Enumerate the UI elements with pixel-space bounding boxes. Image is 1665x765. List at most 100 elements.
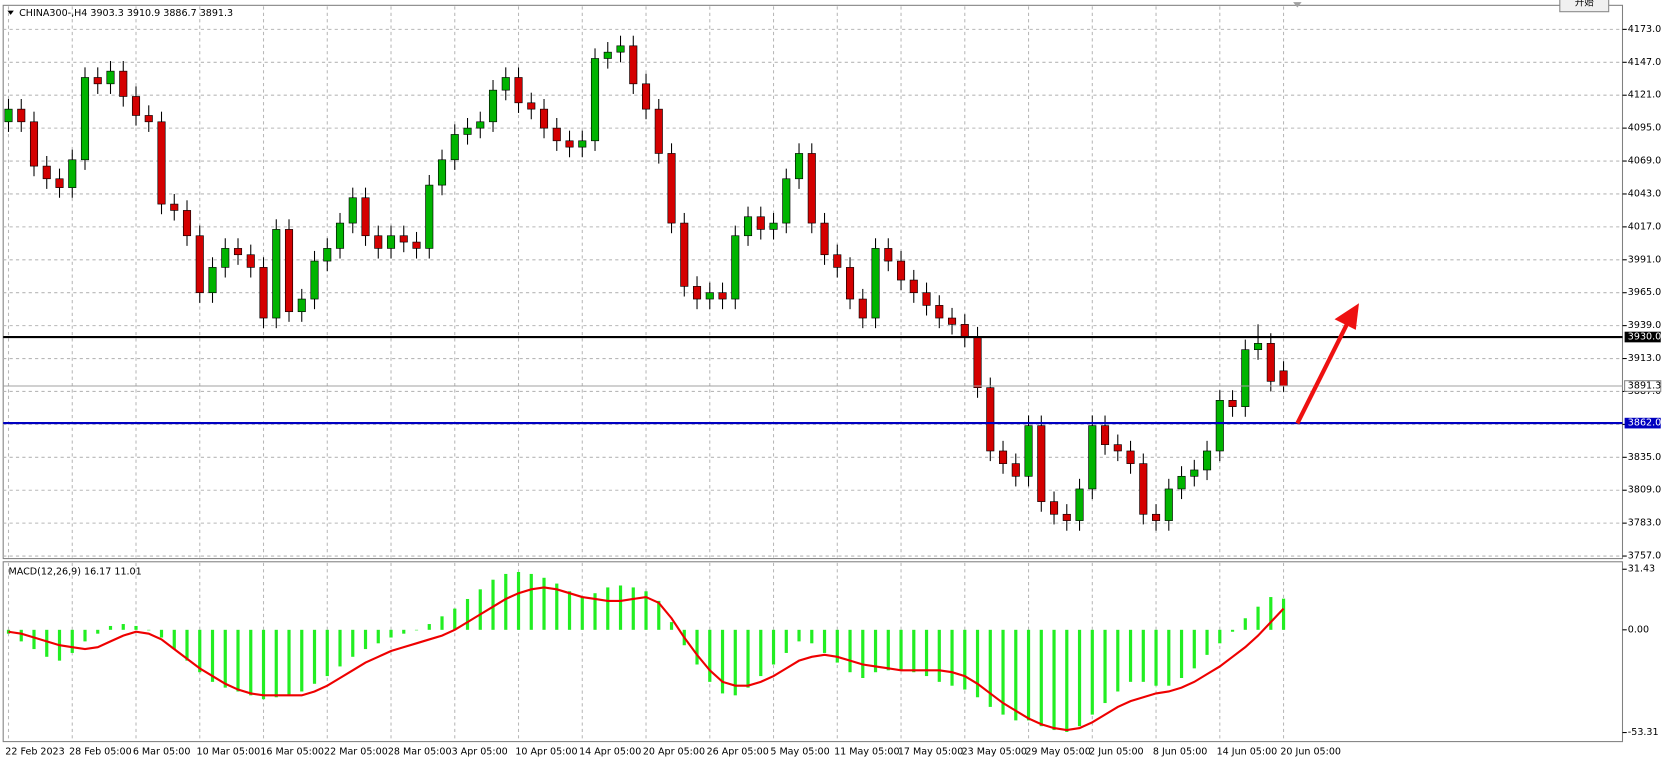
candle-body — [246, 254, 255, 268]
macd-bar — [644, 591, 648, 630]
candle-body — [896, 260, 906, 281]
macd-bar — [427, 624, 431, 630]
start-button[interactable] — [1559, 0, 1610, 13]
candle-body — [1050, 501, 1059, 515]
macd-bar — [108, 625, 113, 630]
macd-bar — [1243, 618, 1247, 630]
macd-bar — [708, 629, 712, 682]
level-box — [1624, 331, 1661, 343]
y-tick-label: 0.00 — [1628, 624, 1649, 635]
x-tick-label: 23 May 05:00 — [962, 747, 1027, 758]
candle-body — [986, 387, 995, 452]
candle-body — [1037, 425, 1046, 502]
x-tick-label: 28 Mar 05:00 — [388, 747, 452, 758]
candle-body — [1279, 370, 1288, 387]
macd-bar — [1052, 629, 1056, 731]
macd-bar — [45, 629, 49, 657]
macd-bar — [924, 629, 929, 677]
candle-body — [527, 102, 536, 110]
macd-bar — [720, 629, 725, 694]
candle-body — [170, 203, 179, 211]
macd-bar — [325, 629, 329, 677]
macd-bar — [695, 629, 699, 665]
candle-body — [1190, 469, 1199, 477]
candle-body — [412, 241, 421, 249]
candle-body — [641, 83, 651, 110]
macd-bar — [606, 587, 610, 630]
candle-body — [272, 229, 281, 319]
macd-bar — [912, 629, 916, 673]
candle-body — [1177, 475, 1186, 490]
start-button-label[interactable]: 开始 — [1575, 0, 1595, 9]
candle-body — [820, 222, 829, 256]
macd-bar — [1167, 629, 1171, 686]
x-tick-label: 11 May 05:00 — [834, 747, 899, 758]
candle-body — [182, 210, 192, 237]
candle-body — [399, 235, 408, 243]
level-label: 3930.0 — [1628, 332, 1661, 343]
x-tick-label: 20 Jun 05:00 — [1280, 747, 1341, 758]
candle-body — [1011, 463, 1020, 477]
candle-body — [501, 77, 510, 91]
candle-body — [629, 45, 638, 85]
macd-bar — [784, 629, 788, 653]
x-tick-label: 26 Apr 05:00 — [707, 747, 769, 758]
macd-bar — [848, 629, 852, 673]
y-tick-label: -53.31 — [1628, 727, 1659, 738]
macd-bar — [950, 629, 954, 686]
x-tick-label: 2 Jun 05:00 — [1089, 747, 1144, 758]
candle-body — [476, 121, 485, 129]
candle-body — [1101, 425, 1110, 445]
macd-bar — [733, 629, 737, 696]
candle-body — [259, 267, 268, 319]
macd-bar — [1218, 629, 1222, 644]
macd-bar — [376, 629, 380, 644]
signal-line — [8, 586, 1285, 732]
candle-body — [999, 450, 1008, 464]
macd-bar — [1256, 606, 1260, 630]
candle-body — [603, 51, 612, 59]
macd-bar — [937, 629, 941, 682]
x-tick-label: 22 Feb 2023 — [5, 747, 64, 758]
candle-body — [1254, 343, 1263, 351]
x-tick-label: 17 May 05:00 — [898, 747, 963, 758]
candle-body — [935, 305, 944, 319]
header-high: 3910.9 — [127, 7, 160, 18]
candle-body — [718, 292, 727, 300]
macd-bar — [1128, 629, 1133, 682]
current-price-box — [1624, 380, 1662, 392]
macd-bar — [580, 597, 584, 630]
candle-body — [731, 235, 740, 300]
macd-bar — [287, 629, 291, 696]
candle-body — [233, 248, 243, 256]
candle-body — [131, 96, 141, 116]
candle-body — [692, 286, 702, 300]
candle-body — [845, 267, 855, 300]
macd-bar — [1141, 629, 1145, 682]
candle-body — [909, 279, 918, 294]
scroll-marker — [1293, 2, 1302, 8]
macd-bar — [198, 629, 202, 673]
y-tick-label: 4147.0 — [1628, 57, 1661, 68]
macd-bar — [873, 629, 878, 673]
macd-bar — [593, 593, 597, 630]
candle-body — [1126, 450, 1135, 464]
candle-body — [1024, 425, 1033, 477]
x-tick-label: 6 Mar 05:00 — [133, 747, 191, 758]
x-tick-label: 20 Apr 05:00 — [643, 747, 705, 758]
macd-bar — [746, 629, 750, 688]
candle-body — [1088, 425, 1097, 490]
candle-body — [1062, 513, 1071, 521]
macd-bar — [223, 629, 227, 688]
macd-bar — [1103, 629, 1107, 704]
macd-bar — [1179, 629, 1184, 678]
panel-menu-icon[interactable] — [7, 10, 14, 15]
candle-body — [106, 70, 115, 85]
candle-body — [17, 108, 26, 123]
candle-body — [539, 108, 549, 129]
y-tick-label: 3835.0 — [1628, 452, 1661, 463]
candle-body — [616, 45, 625, 53]
macd-bar — [1001, 629, 1005, 715]
x-tick-label: 3 Apr 05:00 — [452, 747, 508, 758]
macd-value: 16.17 — [84, 566, 111, 577]
